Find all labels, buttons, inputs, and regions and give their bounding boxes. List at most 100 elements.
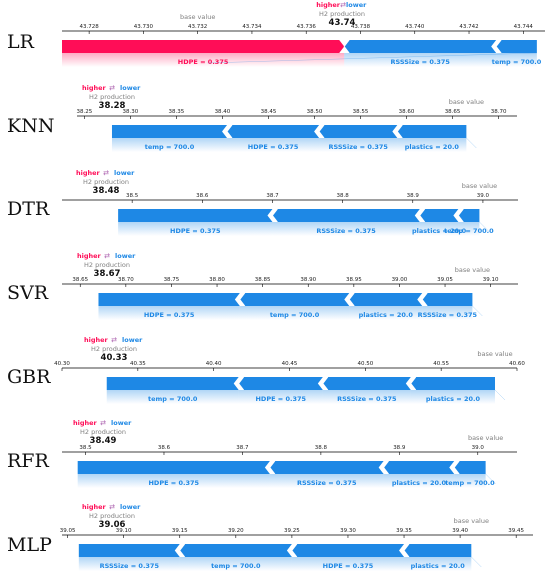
tick-label: 39.25 (284, 528, 300, 534)
segment-separator (383, 460, 389, 475)
segment-fade (404, 557, 472, 571)
segment-fade (397, 138, 467, 152)
tick-label: 40.35 (130, 361, 146, 367)
segment-fade (62, 53, 345, 67)
shap-segment-bar (458, 209, 480, 222)
segment-separator (495, 39, 502, 54)
shap-segment-bar (179, 544, 292, 557)
shap-segment-bar (111, 125, 228, 138)
swap-arrows-icon: ⇄ (109, 503, 115, 511)
tick-label: 38.50 (307, 109, 323, 115)
base-value-label: base value (477, 350, 512, 358)
shap-segment-bar (98, 293, 240, 306)
lower-label: lower (346, 1, 367, 9)
feature-label: HDPE = 0.375 (178, 58, 229, 66)
tick-label: 40.40 (206, 361, 222, 367)
base-tail-line (207, 52, 537, 64)
tick-label: 38.65 (72, 277, 88, 283)
segment-separator (318, 124, 325, 139)
tick-label: 39.15 (172, 528, 188, 534)
prediction-value: 38.67 (94, 269, 121, 279)
shap-segment-bar (78, 544, 180, 557)
tick-label: 40.50 (357, 361, 373, 367)
segment-separator (419, 208, 426, 223)
base-value-label: base value (454, 517, 489, 525)
feature-label: temp = 700.0 (492, 58, 542, 66)
segment-fade (227, 138, 320, 152)
base-value-label: base value (455, 266, 490, 274)
tick-label: 38.70 (118, 277, 134, 283)
tick-label: 39.0 (477, 193, 490, 199)
shap-segment-bar (422, 293, 473, 306)
segment-separator (421, 292, 428, 307)
higher-lower-legend: higher ⇄ lower (82, 84, 141, 92)
swap-arrows-icon: ⇄ (100, 419, 106, 427)
prediction-value: 38.48 (93, 186, 120, 196)
tick-label: 38.75 (164, 277, 180, 283)
tick-label: 40.60 (509, 361, 525, 367)
segment-separator (410, 376, 417, 391)
lower-label: lower (111, 419, 132, 427)
shap-segment-bar (238, 377, 323, 390)
segment-fade (118, 222, 273, 236)
segment-fade (238, 390, 323, 404)
tick-label: 39.05 (437, 277, 453, 283)
base-value-label: base value (462, 182, 497, 190)
shap-segment-bar (410, 377, 496, 390)
shap-segment-bar (383, 461, 455, 474)
segment-fade (111, 138, 228, 152)
output-name-label: H2 production (89, 512, 135, 520)
base-tail-line (494, 389, 506, 401)
tick-label: 38.65 (445, 109, 461, 115)
segment-fade (322, 390, 411, 404)
tick-label: 43.728 (80, 24, 100, 30)
base-value-label: base value (180, 13, 215, 21)
tick-label: 38.6 (158, 445, 171, 451)
shap-segment-bar (77, 461, 270, 474)
swap-arrows-icon: ⇄ (103, 169, 109, 177)
segment-fade (78, 557, 180, 571)
segment-fade (422, 306, 473, 320)
base-tail-line (466, 137, 477, 149)
lower-label: lower (122, 336, 143, 344)
feature-label: RSSSize = 0.375 (100, 562, 160, 570)
shap-segment-bar (239, 293, 350, 306)
tick-label: 39.0 (472, 445, 485, 451)
feature-label: plastics = 20.0 (426, 395, 481, 403)
tick-label: 39.30 (340, 528, 356, 534)
higher-label: higher (77, 252, 102, 260)
higher-label: higher (82, 503, 107, 511)
segment-separator (453, 460, 460, 475)
feature-label: RSSSize = 0.375 (297, 479, 357, 487)
shap-segment-bar (322, 377, 411, 390)
shap-segment-bar (454, 461, 486, 474)
segment-fade (454, 474, 486, 488)
shap-segment-bar (62, 40, 345, 53)
output-name-label: H2 production (84, 261, 130, 269)
tick-label: 43.740 (405, 24, 425, 30)
prediction-value: 39.06 (99, 520, 126, 530)
tick-label: 43.744 (514, 24, 534, 30)
shap-segment-bar (319, 125, 398, 138)
force-plot-dtr: DTR 38.5 38.6 38.7 38.8 38.9 39.0 base value hig… (7, 169, 518, 236)
segment-separator (238, 376, 245, 391)
higher-lower-legend: higher ⇄ lower (76, 169, 135, 177)
prediction-value: 38.28 (99, 101, 126, 111)
shap-segment-bar (118, 209, 273, 222)
segment-fade (272, 222, 420, 236)
prediction-value: 43.74 (329, 18, 356, 28)
base-tail-line (471, 556, 482, 568)
feature-label: temp = 700.0 (148, 395, 198, 403)
tick-label: 38.95 (346, 277, 362, 283)
tick-label: 38.85 (255, 277, 271, 283)
shap-segment-bar (404, 544, 472, 557)
higher-lower-legend: higher ⇄ lower (84, 336, 143, 344)
tick-label: 38.90 (300, 277, 316, 283)
feature-label: HDPE = 0.375 (323, 562, 374, 570)
tick-label: 38.6 (196, 193, 209, 199)
shap-segment-bar (227, 125, 320, 138)
shap-segment-bar (496, 40, 537, 53)
tick-label: 39.05 (60, 528, 76, 534)
